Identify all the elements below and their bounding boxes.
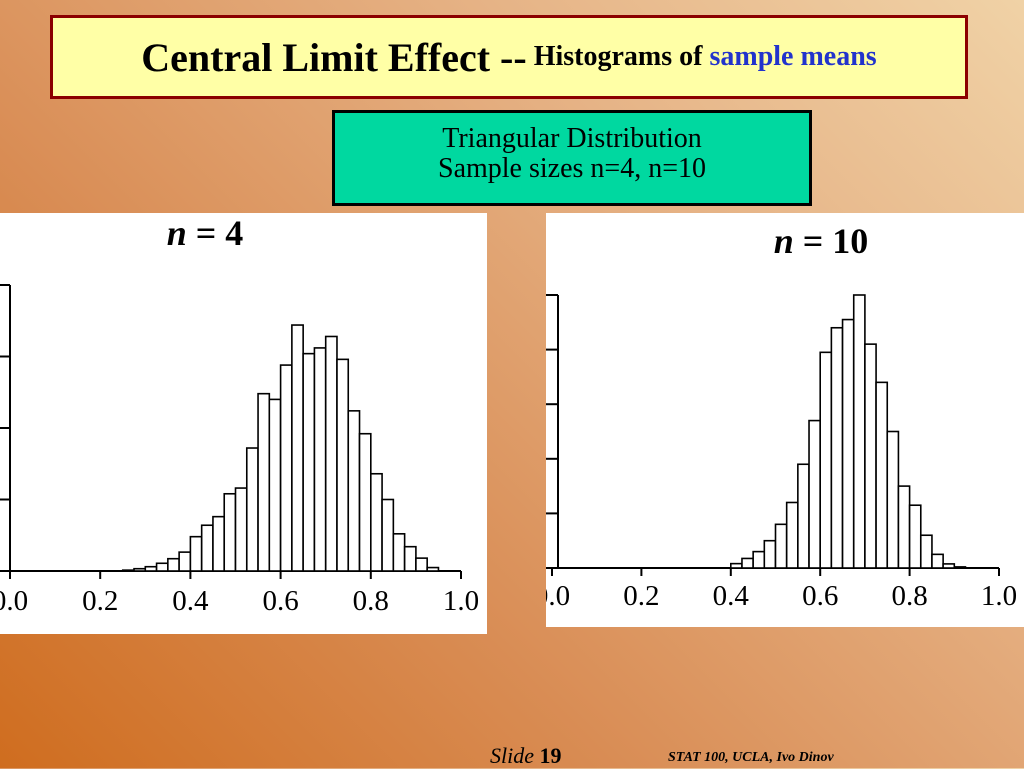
histogram-bar (841, 318, 855, 569)
histogram-bar (908, 504, 922, 569)
histogram-n10: n = 10 0.0 0.2 0.4 0.6 0.8 1.0 (546, 221, 1017, 612)
histogram-bar (189, 535, 203, 572)
histogram-bar (324, 335, 338, 572)
histogram-bar (291, 324, 304, 572)
slide-title-sub: Histograms of (527, 41, 710, 73)
histogram-bar (268, 398, 282, 572)
histogram-bar (864, 343, 877, 569)
info-line-sample-sizes: Sample sizes n=4, n=10 (438, 153, 706, 184)
histogram-bar (403, 545, 417, 572)
histogram-bar (931, 553, 944, 569)
histogram-bar (245, 447, 259, 572)
slide-title-sub-text: Histograms of (533, 41, 703, 72)
histogram-bar (155, 562, 169, 572)
x-tick-label: 0.4 (172, 585, 209, 617)
histogram-bar (133, 567, 147, 572)
slide-title-main: Central Limit Effect -- (141, 34, 527, 80)
slide-title-box: Central Limit Effect -- Histograms of sa… (50, 15, 968, 99)
histogram-bar (819, 351, 833, 569)
histogram-panel-n4: n = 4 0.0 0.2 0.4 0.6 0.8 1.0 (0, 213, 487, 634)
histogram-n4: n = 4 0.0 0.2 0.4 0.6 0.8 1.0 (0, 213, 479, 617)
histogram-bar (358, 432, 372, 572)
chart-title-value: = 10 (794, 221, 869, 261)
distribution-info-box: Triangular Distribution Sample sizes n=4… (332, 110, 812, 206)
histogram-bar (223, 492, 237, 572)
chart-title-variable: n (774, 221, 794, 261)
histogram-bar (886, 430, 900, 569)
x-tick-label: 0.2 (82, 585, 118, 617)
histogram-bar (830, 326, 844, 569)
histogram-bar (144, 565, 158, 572)
histogram-bar (313, 347, 327, 572)
x-tick-label: 1.0 (981, 580, 1017, 612)
x-tick-label: 0.0 (0, 585, 28, 617)
histogram-bar (897, 485, 911, 569)
histogram-bar (774, 523, 788, 569)
histogram-bar (178, 551, 192, 572)
histogram-bar (381, 498, 395, 572)
x-tick-label: 0.6 (802, 580, 838, 612)
histogram-bar (121, 569, 135, 572)
x-tick-label: 0.4 (713, 580, 750, 612)
histogram-bar (763, 539, 777, 569)
x-tick-label: 0.8 (353, 585, 389, 617)
histogram-bar (730, 562, 743, 569)
histogram-bar (919, 534, 933, 569)
histogram-bar (279, 364, 293, 572)
x-tick-label: 0.6 (262, 585, 298, 617)
slide-title-accent: sample means (709, 41, 877, 72)
chart-title-variable: n (167, 213, 187, 253)
x-tick-label: 1.0 (443, 585, 479, 617)
histogram-bar (808, 419, 821, 569)
chart-title-n10: n = 10 (774, 221, 869, 261)
x-tick-label: 0.8 (891, 580, 927, 612)
histogram-bar (875, 381, 889, 569)
histogram-bar (392, 533, 406, 572)
histogram-panel-n10: n = 10 0.0 0.2 0.4 0.6 0.8 1.0 (546, 213, 1024, 627)
histogram-bar (852, 294, 866, 569)
slide-word: Slide (490, 743, 534, 768)
histogram-bar (347, 410, 361, 572)
histogram-bar (234, 487, 248, 572)
histogram-bar (953, 566, 967, 569)
slide-number-value: 19 (539, 743, 562, 768)
info-line-distribution: Triangular Distribution (442, 123, 702, 154)
histogram-bar (741, 557, 754, 569)
histogram-bar (302, 352, 316, 572)
x-tick-label: 0.2 (623, 580, 659, 612)
histogram-bar (797, 463, 810, 569)
histogram-bar (415, 557, 428, 572)
histogram-bar (212, 515, 226, 572)
chart-title-n4: n = 4 (167, 213, 244, 253)
histogram-bar (257, 392, 271, 572)
histogram-bar (942, 563, 956, 569)
chart-title-value: = 4 (187, 213, 244, 253)
footer-credit: STAT 100, UCLA, Ivo Dinov (668, 750, 834, 765)
histogram-bar (426, 566, 440, 572)
histogram-bar (167, 557, 180, 572)
histogram-bar (369, 472, 383, 572)
histogram-bar (200, 524, 214, 572)
slide-number: Slide 19 (490, 743, 562, 769)
histogram-bar (785, 501, 799, 569)
histogram-bar (336, 358, 350, 572)
histogram-bar (752, 550, 766, 569)
x-tick-label: 0.0 (546, 580, 570, 612)
